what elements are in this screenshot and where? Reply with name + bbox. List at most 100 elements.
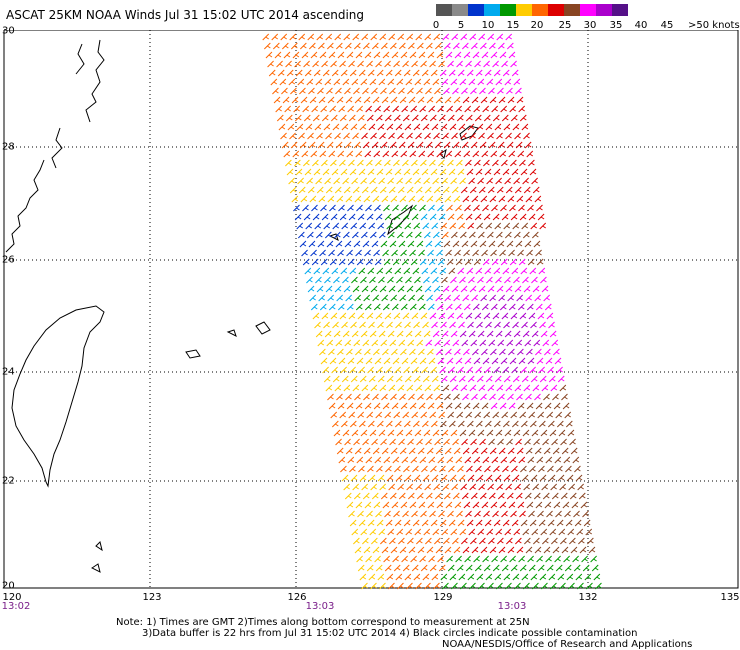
wind-barb <box>475 168 483 176</box>
wind-barb <box>495 528 503 536</box>
wind-barb <box>304 168 312 176</box>
wind-barb <box>406 582 413 590</box>
wind-barb <box>413 123 421 131</box>
wind-barb <box>385 420 393 428</box>
wind-barb <box>411 564 419 572</box>
wind-barb <box>366 159 373 167</box>
wind-barb <box>583 519 591 527</box>
wind-barb <box>357 510 364 518</box>
wind-barb <box>370 132 377 140</box>
wind-barb <box>477 330 485 338</box>
wind-barb <box>444 96 452 104</box>
wind-barb <box>448 519 456 527</box>
wind-barb <box>495 231 503 239</box>
wind-barb <box>315 231 323 239</box>
wind-barb <box>438 510 445 518</box>
wind-barb <box>491 105 499 113</box>
wind-barb <box>441 78 449 86</box>
wind-barb <box>490 402 498 410</box>
wind-barb <box>469 582 476 590</box>
wind-barb <box>398 87 405 95</box>
wind-barb <box>443 141 451 149</box>
wind-barb <box>546 510 553 518</box>
wind-barb <box>538 366 545 374</box>
wind-barb <box>357 564 365 572</box>
wind-barb <box>344 141 352 149</box>
wind-barb <box>426 96 434 104</box>
wind-barb <box>323 321 330 329</box>
wind-barb <box>474 159 481 167</box>
wind-barb <box>445 501 453 509</box>
wind-barb <box>430 366 437 374</box>
wind-barb <box>503 123 511 131</box>
wind-barb <box>372 447 380 455</box>
wind-barb <box>334 33 342 41</box>
wind-barb <box>410 456 418 464</box>
wind-barb <box>523 132 530 140</box>
wind-barb <box>530 222 538 230</box>
wind-barb <box>310 51 318 59</box>
wind-barb <box>499 51 507 59</box>
wind-barb <box>297 177 304 185</box>
wind-barb <box>382 150 390 158</box>
wind-barb <box>481 303 489 311</box>
wind-barb <box>362 42 370 50</box>
wind-barb <box>374 105 382 113</box>
wind-barb <box>433 33 441 41</box>
wind-barb <box>474 60 481 68</box>
wind-barb <box>348 510 355 518</box>
wind-barb <box>557 375 565 383</box>
wind-barb <box>513 276 520 284</box>
wind-barb <box>469 384 477 392</box>
lat-lon-grid <box>4 30 738 588</box>
wind-barb <box>431 123 439 131</box>
wind-barb <box>365 456 373 464</box>
wind-barb <box>447 159 454 167</box>
wind-barb <box>467 321 474 329</box>
wind-barb <box>396 528 404 536</box>
wind-barb <box>340 168 348 176</box>
wind-barb <box>476 222 484 230</box>
wind-barb <box>336 195 344 203</box>
wind-barb <box>544 303 552 311</box>
wind-barb <box>423 231 431 239</box>
wind-barb <box>522 528 530 536</box>
wind-barb <box>475 267 483 275</box>
wind-barb <box>430 168 438 176</box>
wind-barb <box>319 249 326 257</box>
wind-barb <box>479 42 487 50</box>
wind-barb <box>507 447 515 455</box>
wind-barb <box>513 78 521 86</box>
wind-barb <box>293 105 301 113</box>
wind-barb <box>464 555 471 563</box>
wind-barb <box>331 168 339 176</box>
wind-barb <box>593 573 601 581</box>
wind-barb <box>396 276 403 284</box>
wind-barb <box>432 177 439 185</box>
wind-barb <box>421 420 429 428</box>
wind-barb <box>471 195 479 203</box>
wind-barb <box>448 69 456 77</box>
wind-barb <box>426 294 434 302</box>
wind-barb <box>424 483 432 491</box>
wind-barb <box>398 492 406 500</box>
wind-barb <box>484 420 492 428</box>
wind-barb <box>555 564 563 572</box>
wind-barb <box>287 123 295 131</box>
wind-barb <box>380 240 388 248</box>
wind-barb <box>577 483 585 491</box>
wind-barb <box>446 456 454 464</box>
wind-barb <box>358 267 366 275</box>
wind-barb <box>340 69 348 77</box>
wind-barb <box>505 384 513 392</box>
wind-barb <box>452 240 460 248</box>
wind-barb <box>405 231 413 239</box>
wind-barb <box>487 132 494 140</box>
wind-barb <box>371 339 379 347</box>
wind-barb <box>519 213 527 221</box>
wind-barb <box>392 456 400 464</box>
lon-label-132: 132 <box>578 592 598 603</box>
wind-barb <box>330 411 338 419</box>
wind-barb <box>280 132 287 140</box>
wind-barb <box>384 312 392 320</box>
